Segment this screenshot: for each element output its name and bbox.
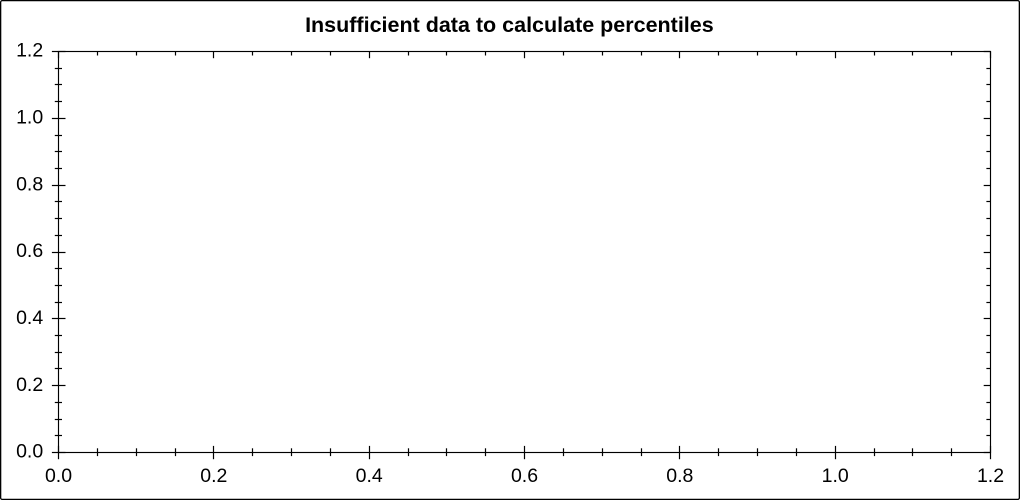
svg-text:1.0: 1.0 <box>822 465 849 487</box>
svg-text:0.8: 0.8 <box>666 465 693 487</box>
svg-text:1.2: 1.2 <box>16 40 43 62</box>
svg-text:0.4: 0.4 <box>16 307 43 329</box>
svg-text:0.2: 0.2 <box>200 465 227 487</box>
svg-text:0.6: 0.6 <box>16 240 43 262</box>
svg-text:1.2: 1.2 <box>977 465 1004 487</box>
svg-text:0.2: 0.2 <box>16 374 43 396</box>
svg-text:0.6: 0.6 <box>511 465 538 487</box>
svg-text:Insufficient data to calculate: Insufficient data to calculate percentil… <box>305 13 714 37</box>
svg-text:1.0: 1.0 <box>16 107 43 129</box>
svg-text:0.0: 0.0 <box>16 441 43 463</box>
svg-text:0.8: 0.8 <box>16 173 43 195</box>
svg-text:0.4: 0.4 <box>356 465 383 487</box>
svg-text:0.0: 0.0 <box>45 465 72 487</box>
